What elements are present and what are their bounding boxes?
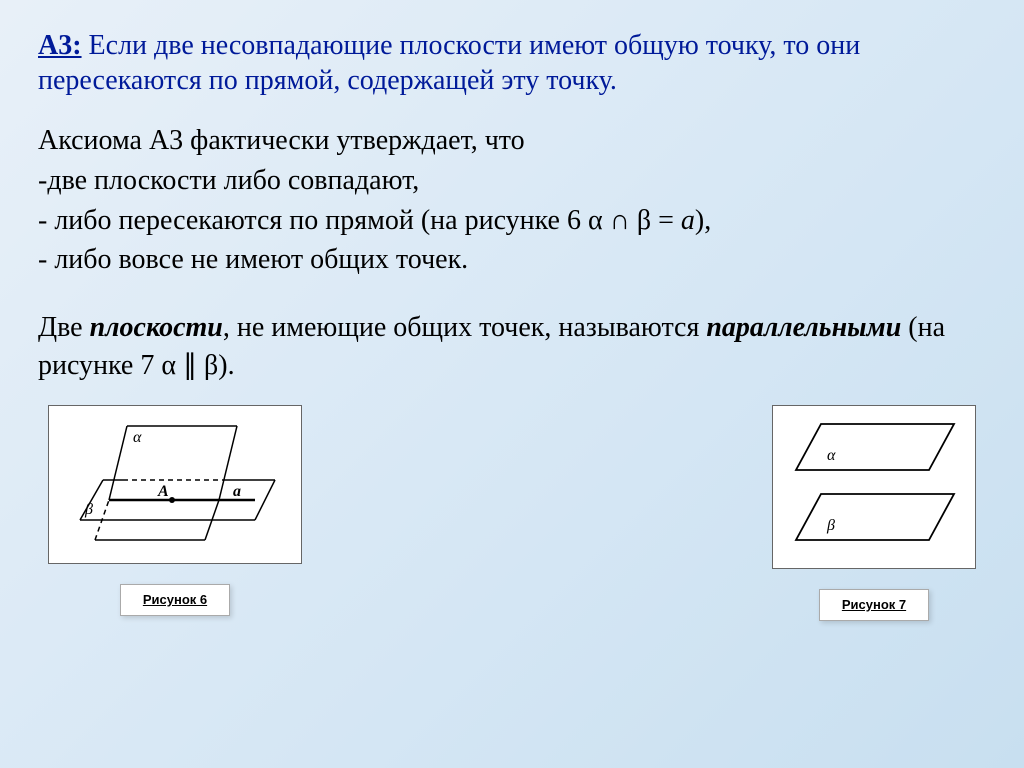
axiom-line-1: Аксиома А3 фактически утверждает, что <box>38 122 986 160</box>
figure-7-block: αβ Рисунок 7 <box>772 405 976 621</box>
figure-6-caption: Рисунок 6 <box>143 592 207 607</box>
figure-7-frame: αβ <box>772 405 976 569</box>
heading-text: Если две несовпадающие плоскости имеют о… <box>38 30 860 96</box>
svg-text:a: a <box>233 483 241 500</box>
svg-text:α: α <box>133 429 142 446</box>
figure-6-block: α β Aa Рисунок 6 <box>48 405 302 616</box>
svg-text:β: β <box>84 501 93 518</box>
figure-7-caption: Рисунок 7 <box>842 597 906 612</box>
axiom-line-3: - либо пересекаются по прямой (на рисунк… <box>38 202 986 240</box>
figure-6-frame: α β Aa <box>48 405 302 564</box>
heading-label: А3: <box>38 30 82 61</box>
figure-7-diagram: αβ <box>779 412 969 557</box>
parallel-definition: Две плоскости, не имеющие общих точек, н… <box>38 309 986 385</box>
svg-text:α: α <box>827 447 836 464</box>
figure-6-caption-box: Рисунок 6 <box>120 584 230 616</box>
svg-text:β: β <box>826 517 835 534</box>
figure-7-caption-box: Рисунок 7 <box>819 589 929 621</box>
spacer <box>38 281 986 309</box>
axiom-explanation: Аксиома А3 фактически утверждает, что -д… <box>38 122 986 279</box>
axiom-line-4: - либо вовсе не имеют общих точек. <box>38 241 986 279</box>
axiom-heading: А3: Если две несовпадающие плоскости име… <box>38 28 986 98</box>
figures-row: αβAa Рисунок 6 αβ Рисунок 7 <box>38 405 986 621</box>
figure-6-diagram: α β Aa <box>55 412 295 552</box>
axiom-line-2: -две плоскости либо совпадают, <box>38 162 986 200</box>
svg-text:A: A <box>157 483 169 500</box>
